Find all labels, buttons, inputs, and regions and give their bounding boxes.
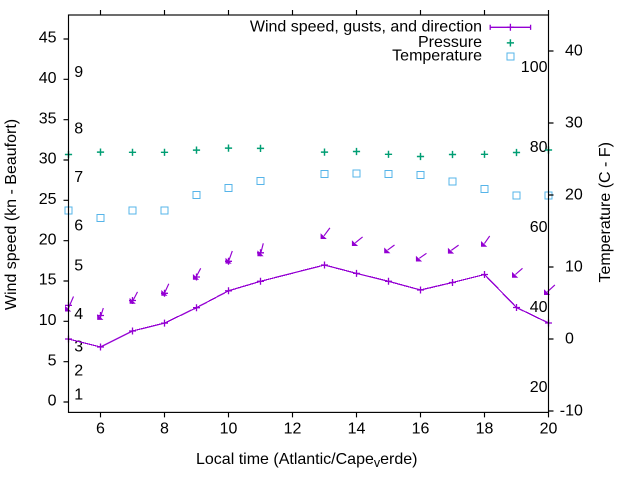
svg-text:0: 0 (48, 393, 57, 410)
svg-text:20: 20 (565, 187, 583, 204)
svg-text:40: 40 (530, 299, 548, 316)
svg-text:60: 60 (530, 219, 548, 236)
svg-text:10: 10 (39, 312, 57, 329)
svg-text:3: 3 (74, 338, 83, 355)
svg-text:5: 5 (48, 352, 57, 369)
svg-text:30: 30 (39, 151, 57, 168)
svg-text:-10: -10 (560, 403, 583, 420)
svg-text:0: 0 (565, 331, 574, 348)
svg-text:18: 18 (476, 421, 494, 438)
svg-text:12: 12 (284, 421, 302, 438)
svg-text:4: 4 (74, 306, 83, 323)
svg-text:2: 2 (74, 363, 83, 380)
svg-text:Temperature: Temperature (392, 48, 482, 65)
svg-text:25: 25 (39, 191, 57, 208)
svg-text:15: 15 (39, 272, 57, 289)
svg-text:100: 100 (521, 59, 548, 76)
svg-text:10: 10 (220, 421, 238, 438)
svg-text:8: 8 (74, 121, 83, 138)
svg-text:8: 8 (160, 421, 169, 438)
svg-text:40: 40 (565, 43, 583, 60)
svg-text:40: 40 (39, 70, 57, 87)
svg-text:7: 7 (74, 169, 83, 186)
svg-text:14: 14 (348, 421, 366, 438)
svg-text:35: 35 (39, 110, 57, 127)
svg-text:Wind speed, gusts, and directi: Wind speed, gusts, and direction (250, 19, 482, 36)
svg-text:Temperature (C - F): Temperature (C - F) (597, 142, 614, 282)
svg-text:5: 5 (74, 258, 83, 275)
svg-text:Pressure: Pressure (418, 34, 482, 51)
svg-text:10: 10 (565, 259, 583, 276)
svg-text:45: 45 (39, 30, 57, 47)
svg-text:16: 16 (412, 421, 430, 438)
svg-text:6: 6 (74, 217, 83, 234)
svg-text:1: 1 (74, 387, 83, 404)
svg-text:6: 6 (96, 421, 105, 438)
svg-text:20: 20 (540, 421, 558, 438)
svg-text:Wind speed (kn - Beaufort): Wind speed (kn - Beaufort) (3, 119, 20, 310)
svg-text:30: 30 (565, 115, 583, 132)
svg-text:9: 9 (74, 64, 83, 81)
svg-text:20: 20 (39, 231, 57, 248)
svg-text:20: 20 (530, 379, 548, 396)
svg-text:80: 80 (530, 139, 548, 156)
svg-text:Local time (Atlantic/Capeverde: Local time (Atlantic/Capeverde) (196, 451, 417, 470)
